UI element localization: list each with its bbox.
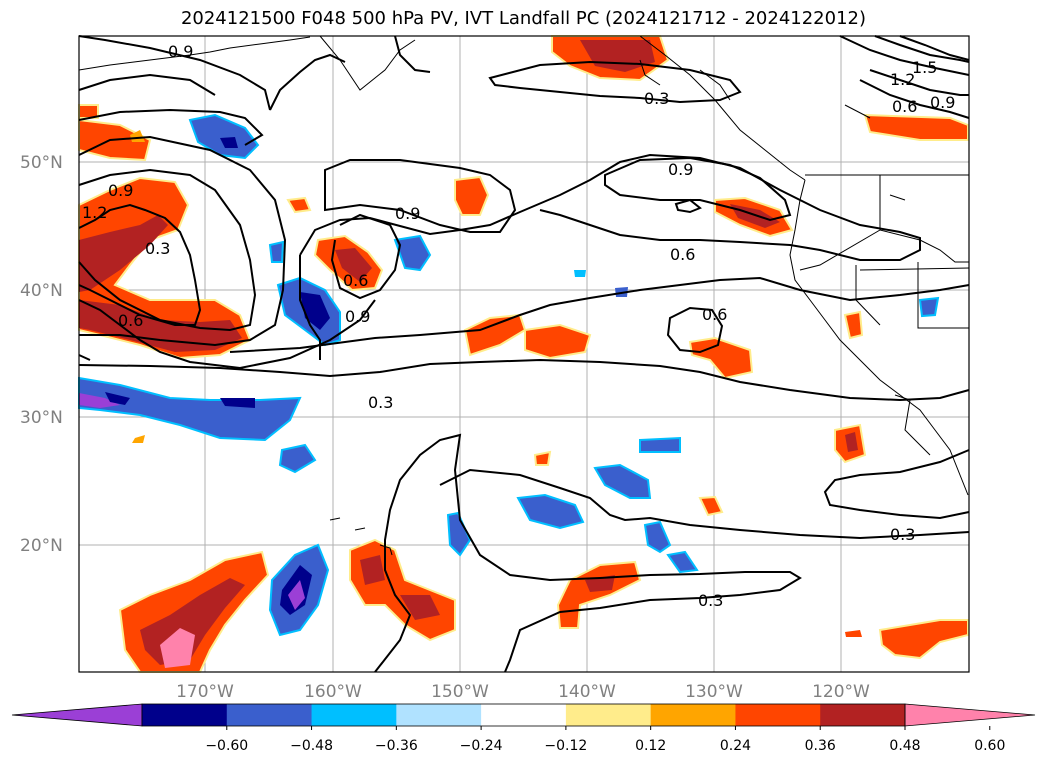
lon-label: 120°W bbox=[812, 682, 870, 702]
pv-contours bbox=[78, 35, 970, 673]
contour-label: 0.3 bbox=[368, 393, 393, 412]
lon-label: 140°W bbox=[558, 682, 616, 702]
colorbar-segment bbox=[650, 704, 736, 726]
contour-label: 0.3 bbox=[145, 239, 170, 258]
colorbar-extend-low bbox=[11, 703, 143, 727]
colorbar-tick-label: −0.24 bbox=[460, 738, 503, 754]
pv-positive-shading bbox=[78, 35, 969, 673]
contour-label: 0.6 bbox=[702, 305, 727, 324]
contour-label: 0.6 bbox=[670, 245, 695, 264]
lat-label: 20°N bbox=[20, 536, 63, 556]
map-border bbox=[78, 35, 970, 673]
contour-label: 0.9 bbox=[168, 42, 193, 61]
contour-label: 0.3 bbox=[698, 591, 723, 610]
lat-label: 50°N bbox=[20, 153, 63, 173]
contour-labels: 0.9 0.9 1.2 0.3 0.6 0.9 0.6 0.9 0.3 0.9 … bbox=[82, 42, 955, 610]
colorbar-segment bbox=[735, 704, 821, 726]
contour-label: 1.2 bbox=[890, 70, 915, 89]
colorbar-segment bbox=[820, 704, 906, 726]
colorbar-segment bbox=[565, 704, 652, 726]
lon-label: 170°W bbox=[176, 682, 234, 702]
colorbar-segment bbox=[226, 704, 313, 726]
contour-label: 0.6 bbox=[118, 311, 143, 330]
colorbar-tick-label: 0.36 bbox=[805, 738, 836, 754]
contour-label: 0.3 bbox=[890, 525, 915, 544]
lat-label: 30°N bbox=[20, 408, 63, 428]
coastlines bbox=[78, 35, 970, 556]
colorbar-frame bbox=[141, 703, 906, 727]
colorbar-tick-label: 0.24 bbox=[720, 738, 751, 754]
lon-label: 160°W bbox=[304, 682, 362, 702]
lon-label: 150°W bbox=[431, 682, 489, 702]
colorbar-tick-label: −0.60 bbox=[205, 738, 248, 754]
lon-label: 130°W bbox=[685, 682, 743, 702]
contour-label: 0.9 bbox=[345, 307, 370, 326]
colorbar-extend-high bbox=[904, 703, 1036, 727]
colorbar-tick-label: −0.12 bbox=[544, 738, 587, 754]
colorbar-segment bbox=[481, 704, 567, 726]
contour-label: 0.9 bbox=[108, 181, 133, 200]
latitude-labels: 50°N 40°N 30°N 20°N bbox=[20, 153, 63, 556]
colorbar-tick-label: −0.48 bbox=[290, 738, 333, 754]
contour-label: 1.2 bbox=[82, 203, 107, 222]
colorbar-segment bbox=[396, 704, 482, 726]
gridlines bbox=[79, 36, 969, 672]
contour-label: 0.9 bbox=[930, 93, 955, 112]
map-panel: 0.9 0.9 1.2 0.3 0.6 0.9 0.6 0.9 0.3 0.9 … bbox=[78, 35, 970, 673]
colorbar-segment bbox=[311, 704, 397, 726]
contour-label: 0.6 bbox=[343, 271, 368, 290]
pv-negative-shading bbox=[78, 113, 940, 637]
map-title: 2024121500 F048 500 hPa PV, IVT Landfall… bbox=[180, 8, 867, 29]
colorbar-tick-label: 0.48 bbox=[889, 738, 920, 754]
contour-label: 0.9 bbox=[668, 160, 693, 179]
colorbar-segment bbox=[142, 704, 228, 726]
colorbar-tick-label: 0.60 bbox=[974, 738, 1005, 754]
contour-label: 0.9 bbox=[395, 204, 420, 223]
contour-label: 0.3 bbox=[644, 89, 669, 108]
colorbar: −0.60 −0.48 −0.36 −0.24 −0.12 0.12 0.24 0.36 0.4… bbox=[11, 703, 1036, 754]
colorbar-tick-label: −0.36 bbox=[375, 738, 418, 754]
longitude-labels: 170°W 160°W 150°W 140°W 130°W 120°W bbox=[176, 682, 870, 702]
contour-label: 1.5 bbox=[912, 58, 937, 77]
contour-label: 0.6 bbox=[892, 97, 917, 116]
colorbar-tick-label: 0.12 bbox=[635, 738, 666, 754]
lat-label: 40°N bbox=[20, 281, 63, 301]
